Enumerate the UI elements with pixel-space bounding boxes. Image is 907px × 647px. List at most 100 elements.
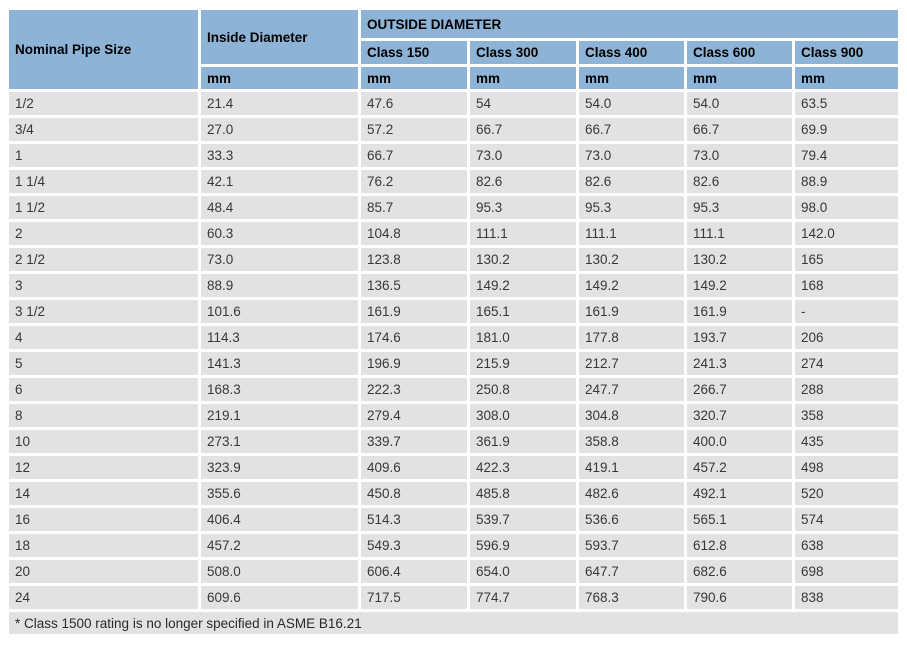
pipe-size-cell: 3/4 xyxy=(9,118,198,141)
pipe-size-cell: 10 xyxy=(9,430,198,453)
pipe-size-cell: 2 1/2 xyxy=(9,248,198,271)
diameter-value-cell: 165.1 xyxy=(470,300,576,323)
diameter-value-cell: 274 xyxy=(795,352,899,375)
table-row: 8 219.1 279.4 308.0 304.8 320.7 358 xyxy=(9,404,899,427)
diameter-value-cell: 149.2 xyxy=(687,274,792,297)
diameter-value-cell: 54.0 xyxy=(579,92,684,115)
table-row: 1/2 21.4 47.6 54 54.0 54.0 63.5 xyxy=(9,92,899,115)
pipe-size-cell: 8 xyxy=(9,404,198,427)
diameter-value-cell: 355.6 xyxy=(201,482,358,505)
diameter-value-cell: 73.0 xyxy=(687,144,792,167)
diameter-value-cell: 698 xyxy=(795,560,899,583)
pipe-size-cell: 1 1/2 xyxy=(9,196,198,219)
diameter-value-cell: 69.9 xyxy=(795,118,899,141)
diameter-value-cell: 536.6 xyxy=(579,508,684,531)
diameter-value-cell: 48.4 xyxy=(201,196,358,219)
diameter-value-cell: 215.9 xyxy=(470,352,576,375)
diameter-value-cell: 54 xyxy=(470,92,576,115)
pipe-dimensions-table: Nominal Pipe Size Inside Diameter OUTSID… xyxy=(6,7,901,637)
diameter-value-cell: 774.7 xyxy=(470,586,576,609)
table-row: 3/4 27.0 57.2 66.7 66.7 66.7 69.9 xyxy=(9,118,899,141)
diameter-value-cell: 111.1 xyxy=(470,222,576,245)
diameter-value-cell: 161.9 xyxy=(361,300,467,323)
header-class-400: Class 400 xyxy=(579,41,684,64)
diameter-value-cell: 339.7 xyxy=(361,430,467,453)
diameter-value-cell: 42.1 xyxy=(201,170,358,193)
diameter-value-cell: 136.5 xyxy=(361,274,467,297)
header-class-300: Class 300 xyxy=(470,41,576,64)
diameter-value-cell: 435 xyxy=(795,430,899,453)
diameter-value-cell: 565.1 xyxy=(687,508,792,531)
diameter-value-cell: 60.3 xyxy=(201,222,358,245)
pipe-size-cell: 1/2 xyxy=(9,92,198,115)
diameter-value-cell: 838 xyxy=(795,586,899,609)
header-row-units: mm mm mm mm mm mm xyxy=(9,67,899,89)
diameter-value-cell: 250.8 xyxy=(470,378,576,401)
diameter-value-cell: 593.7 xyxy=(579,534,684,557)
diameter-value-cell: - xyxy=(795,300,899,323)
pipe-size-cell: 12 xyxy=(9,456,198,479)
header-inside-diameter: Inside Diameter xyxy=(201,10,358,64)
diameter-value-cell: 492.1 xyxy=(687,482,792,505)
diameter-value-cell: 27.0 xyxy=(201,118,358,141)
diameter-value-cell: 717.5 xyxy=(361,586,467,609)
table-row: 24 609.6 717.5 774.7 768.3 790.6 838 xyxy=(9,586,899,609)
diameter-value-cell: 266.7 xyxy=(687,378,792,401)
diameter-value-cell: 609.6 xyxy=(201,586,358,609)
diameter-value-cell: 247.7 xyxy=(579,378,684,401)
diameter-value-cell: 498 xyxy=(795,456,899,479)
diameter-value-cell: 63.5 xyxy=(795,92,899,115)
diameter-value-cell: 682.6 xyxy=(687,560,792,583)
diameter-value-cell: 88.9 xyxy=(795,170,899,193)
diameter-value-cell: 358.8 xyxy=(579,430,684,453)
diameter-value-cell: 241.3 xyxy=(687,352,792,375)
unit-label-class-300: mm xyxy=(470,67,576,89)
diameter-value-cell: 161.9 xyxy=(687,300,792,323)
diameter-value-cell: 114.3 xyxy=(201,326,358,349)
diameter-value-cell: 485.8 xyxy=(470,482,576,505)
diameter-value-cell: 482.6 xyxy=(579,482,684,505)
diameter-value-cell: 406.4 xyxy=(201,508,358,531)
diameter-value-cell: 654.0 xyxy=(470,560,576,583)
header-class-600: Class 600 xyxy=(687,41,792,64)
pipe-size-cell: 16 xyxy=(9,508,198,531)
pipe-size-cell: 5 xyxy=(9,352,198,375)
diameter-value-cell: 520 xyxy=(795,482,899,505)
table-row: 1 33.3 66.7 73.0 73.0 73.0 79.4 xyxy=(9,144,899,167)
diameter-value-cell: 149.2 xyxy=(579,274,684,297)
diameter-value-cell: 168.3 xyxy=(201,378,358,401)
diameter-value-cell: 123.8 xyxy=(361,248,467,271)
diameter-value-cell: 98.0 xyxy=(795,196,899,219)
table-row: 3 88.9 136.5 149.2 149.2 149.2 168 xyxy=(9,274,899,297)
diameter-value-cell: 196.9 xyxy=(361,352,467,375)
diameter-value-cell: 358 xyxy=(795,404,899,427)
diameter-value-cell: 422.3 xyxy=(470,456,576,479)
diameter-value-cell: 206 xyxy=(795,326,899,349)
pipe-size-cell: 20 xyxy=(9,560,198,583)
unit-label-class-400: mm xyxy=(579,67,684,89)
diameter-value-cell: 514.3 xyxy=(361,508,467,531)
diameter-value-cell: 457.2 xyxy=(687,456,792,479)
table-row: 2 1/2 73.0 123.8 130.2 130.2 130.2 165 xyxy=(9,248,899,271)
diameter-value-cell: 549.3 xyxy=(361,534,467,557)
table-row: 5 141.3 196.9 215.9 212.7 241.3 274 xyxy=(9,352,899,375)
diameter-value-cell: 174.6 xyxy=(361,326,467,349)
diameter-value-cell: 95.3 xyxy=(579,196,684,219)
diameter-value-cell: 85.7 xyxy=(361,196,467,219)
pipe-size-cell: 18 xyxy=(9,534,198,557)
diameter-value-cell: 161.9 xyxy=(579,300,684,323)
diameter-value-cell: 66.7 xyxy=(361,144,467,167)
diameter-value-cell: 95.3 xyxy=(687,196,792,219)
diameter-value-cell: 66.7 xyxy=(579,118,684,141)
diameter-value-cell: 320.7 xyxy=(687,404,792,427)
diameter-value-cell: 361.9 xyxy=(470,430,576,453)
diameter-value-cell: 95.3 xyxy=(470,196,576,219)
diameter-value-cell: 638 xyxy=(795,534,899,557)
pipe-size-cell: 3 1/2 xyxy=(9,300,198,323)
diameter-value-cell: 82.6 xyxy=(470,170,576,193)
diameter-value-cell: 73.0 xyxy=(579,144,684,167)
diameter-value-cell: 111.1 xyxy=(579,222,684,245)
diameter-value-cell: 54.0 xyxy=(687,92,792,115)
diameter-value-cell: 647.7 xyxy=(579,560,684,583)
table-row: 3 1/2 101.6 161.9 165.1 161.9 161.9- xyxy=(9,300,899,323)
